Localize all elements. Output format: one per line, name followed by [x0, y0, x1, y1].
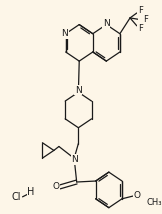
Text: N: N [75, 86, 82, 95]
Text: F: F [143, 15, 148, 24]
Text: N: N [103, 19, 110, 28]
Text: F: F [138, 24, 143, 33]
Text: N: N [72, 155, 78, 164]
Text: H: H [27, 187, 35, 197]
Text: N: N [61, 29, 68, 38]
Text: O: O [134, 191, 141, 200]
Text: CH₃: CH₃ [146, 198, 162, 207]
Text: O: O [52, 183, 59, 192]
Text: Cl: Cl [12, 192, 21, 202]
Text: F: F [138, 6, 143, 15]
